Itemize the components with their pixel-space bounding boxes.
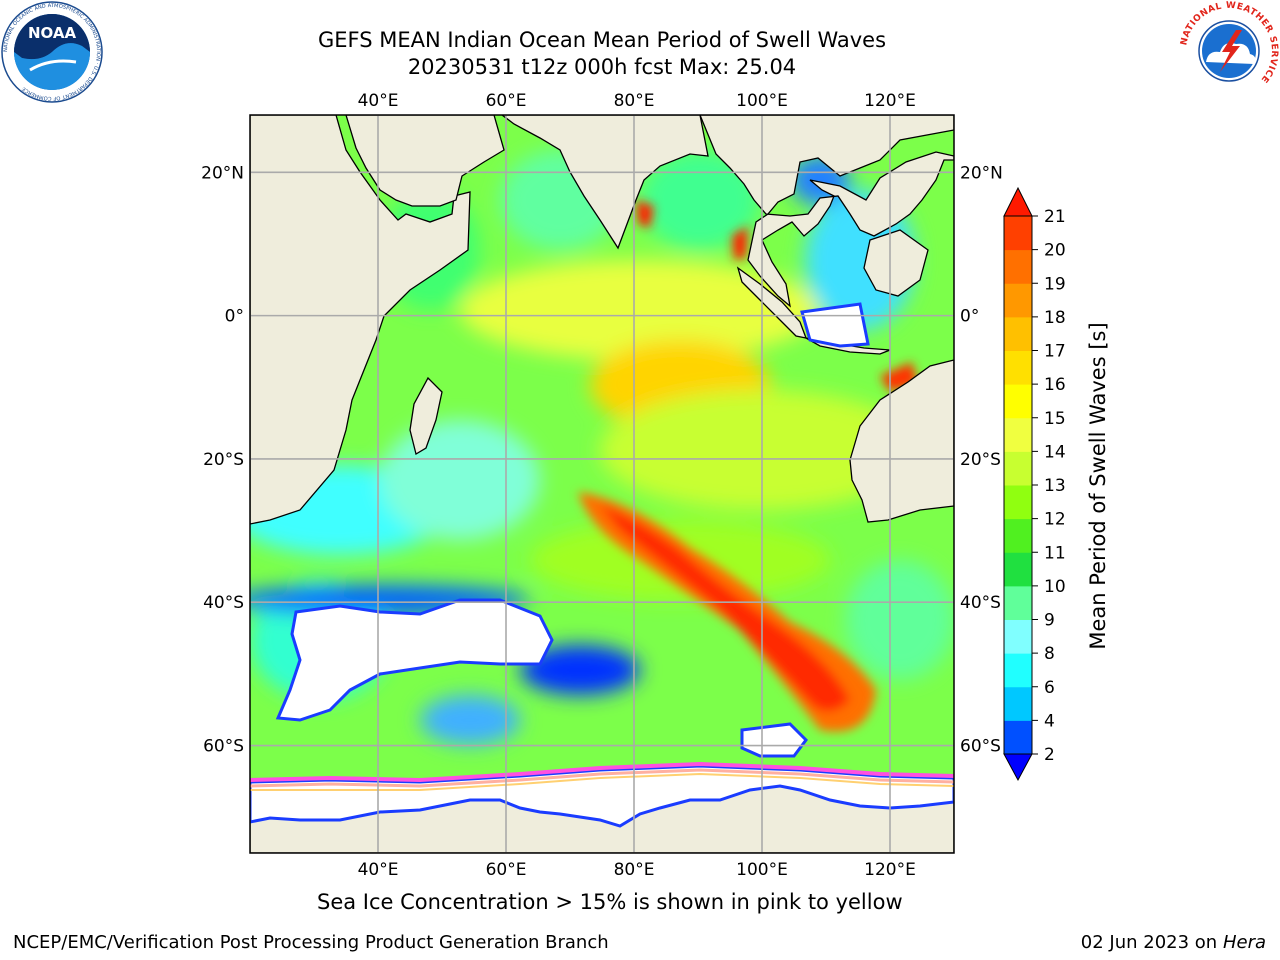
colorbar-tick-label: 10	[1044, 577, 1066, 597]
lon-tick-label-bottom: 120°E	[864, 860, 916, 880]
colorbar-segment	[1004, 653, 1032, 688]
lat-tick-label-left: 40°S	[203, 593, 244, 613]
colorbar-tick-label: 18	[1044, 308, 1066, 328]
latitude-grid	[250, 171, 954, 747]
lat-tick-label-left: 0°	[225, 307, 244, 327]
colorbar-tick-label: 16	[1044, 375, 1066, 395]
footer-date: 02 Jun 2023 on Hera	[1081, 932, 1266, 953]
colorbar-tick-label: 20	[1044, 241, 1066, 261]
nodata-near-kerguelen	[740, 722, 808, 758]
lat-tick-label-right: 20°S	[960, 450, 1001, 470]
lat-tick-label-right: 0°	[960, 307, 979, 327]
colorbar-tick-label: 21	[1044, 207, 1066, 227]
lon-tick-label-bottom: 100°E	[736, 860, 788, 880]
land-masses	[250, 115, 954, 853]
lon-tick-label-bottom: 80°E	[614, 860, 655, 880]
axis-tick-labels: 40°E 40°E 60°E 60°E 80°E 80°E 100°E 100°E 120°E 1…	[201, 91, 1003, 880]
noaa-logo-icon: NATIONAL OCEANIC AND ATMOSPHERIC ADMINIS…	[1, 1, 103, 103]
colorbar-segment	[1004, 585, 1032, 620]
map-frame	[249, 114, 955, 854]
lat-tick-label-right: 40°S	[960, 593, 1001, 613]
footer-machine: Hera	[1222, 932, 1266, 953]
lat-tick-label-left: 60°S	[203, 737, 244, 757]
colorbar-segment	[1004, 249, 1032, 284]
colorbar-segment	[1004, 384, 1032, 419]
land-australia	[849, 359, 954, 523]
land-borneo	[863, 229, 929, 297]
colorbar-tick-label: 8	[1044, 644, 1055, 664]
colorbar-over-arrow	[1003, 186, 1033, 217]
colorbar-under-arrow	[1003, 753, 1033, 782]
nodata-indonesia	[800, 302, 870, 348]
colorbar-label: Mean Period of Swell Waves [s]	[1086, 322, 1110, 649]
colorbar-tick-label: 17	[1044, 342, 1066, 362]
lat-tick-label-left: 20°S	[203, 450, 244, 470]
colorbar-segment	[1004, 451, 1032, 486]
land-africa	[250, 115, 471, 525]
land-seasia	[699, 115, 954, 308]
map-field	[250, 115, 954, 853]
lon-tick-label-top: 120°E	[864, 91, 916, 111]
colorbar-segment	[1004, 720, 1032, 755]
lon-tick-label-top: 100°E	[736, 91, 788, 111]
lon-tick-label-top: 80°E	[614, 91, 655, 111]
longitude-grid	[377, 115, 891, 853]
chart-title: GEFS MEAN Indian Ocean Mean Period of Sw…	[317, 28, 887, 52]
colorbar-segment	[1004, 518, 1032, 553]
land-india	[500, 115, 709, 250]
colorbar-segment	[1004, 552, 1032, 587]
land-sumatra	[736, 266, 808, 339]
chart-subtitle: 20230531 t12z 000h fcst Max: 25.04	[407, 55, 797, 79]
lat-tick-label-right: 60°S	[960, 737, 1001, 757]
colorbar-tick-label: 12	[1044, 510, 1066, 530]
no-data-regions	[250, 302, 954, 828]
colorbar-tick-label: 15	[1044, 409, 1066, 429]
lon-tick-label-bottom: 60°E	[486, 860, 527, 880]
nodata-south-indian	[275, 598, 554, 722]
lat-tick-label-right: 20°N	[960, 163, 1003, 183]
colorbar-tick-label: 2	[1044, 745, 1055, 765]
sea-ice-edge	[250, 761, 954, 791]
lon-tick-label-bottom: 40°E	[358, 860, 399, 880]
land-arabia	[345, 115, 505, 207]
lat-tick-label-left: 20°N	[201, 163, 244, 183]
colorbar-segment	[1004, 316, 1032, 351]
colorbar-segment	[1004, 350, 1032, 385]
colorbar-tick-label: 11	[1044, 543, 1066, 563]
land-madagascar	[409, 376, 443, 456]
lon-tick-label-top: 60°E	[486, 91, 527, 111]
colorbar-tick-label: 9	[1044, 611, 1055, 631]
nws-logo-icon: NATIONAL WEATHER SERVICE	[1179, 1, 1279, 100]
colorbar-segment	[1004, 216, 1032, 251]
colorbar-segment	[1004, 283, 1032, 318]
high-period-band	[578, 200, 918, 732]
sea-ice-note: Sea Ice Concentration > 15% is shown in …	[317, 890, 903, 914]
colorbar-segment	[1004, 619, 1032, 654]
colorbar-tick-label: 14	[1044, 442, 1066, 462]
colorbar-tick-label: 6	[1044, 678, 1055, 698]
footer-credit: NCEP/EMC/Verification Post Processing Pr…	[13, 932, 609, 953]
colorbar-segment	[1004, 485, 1032, 520]
colorbar-tick-label: 19	[1044, 274, 1066, 294]
colorbar-tick-label: 4	[1044, 711, 1055, 731]
lon-tick-label-top: 40°E	[358, 91, 399, 111]
footer-date-text: 02 Jun 2023 on	[1080, 932, 1218, 953]
noaa-logo-text: NOAA	[28, 24, 77, 42]
colorbar-segment	[1004, 417, 1032, 452]
colorbar-tick-label: 13	[1044, 476, 1066, 496]
colorbar-segment	[1004, 686, 1032, 721]
colorbar: 2 4 6 8 9 10 11 12 13 14 15 16 17 18 19 20 21	[1003, 186, 1066, 782]
